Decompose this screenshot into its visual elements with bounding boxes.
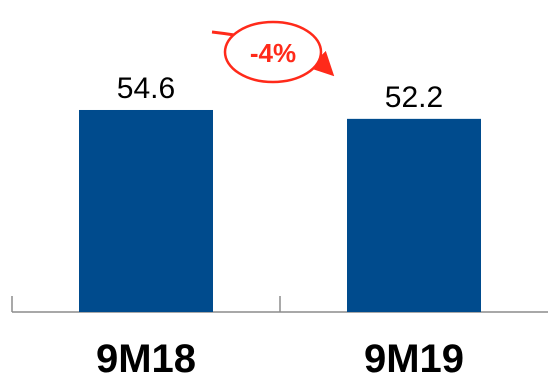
change-badge-text: -4% <box>250 38 296 68</box>
category-label-9m18: 9M18 <box>96 337 196 380</box>
change-badge <box>223 20 323 84</box>
bar-9m19 <box>347 118 481 312</box>
category-label-9m19: 9M19 <box>364 337 464 380</box>
data-label-9m19: 52.2 <box>385 81 443 114</box>
data-label-9m18: 54.6 <box>117 72 175 105</box>
bar-9m18 <box>79 109 213 312</box>
